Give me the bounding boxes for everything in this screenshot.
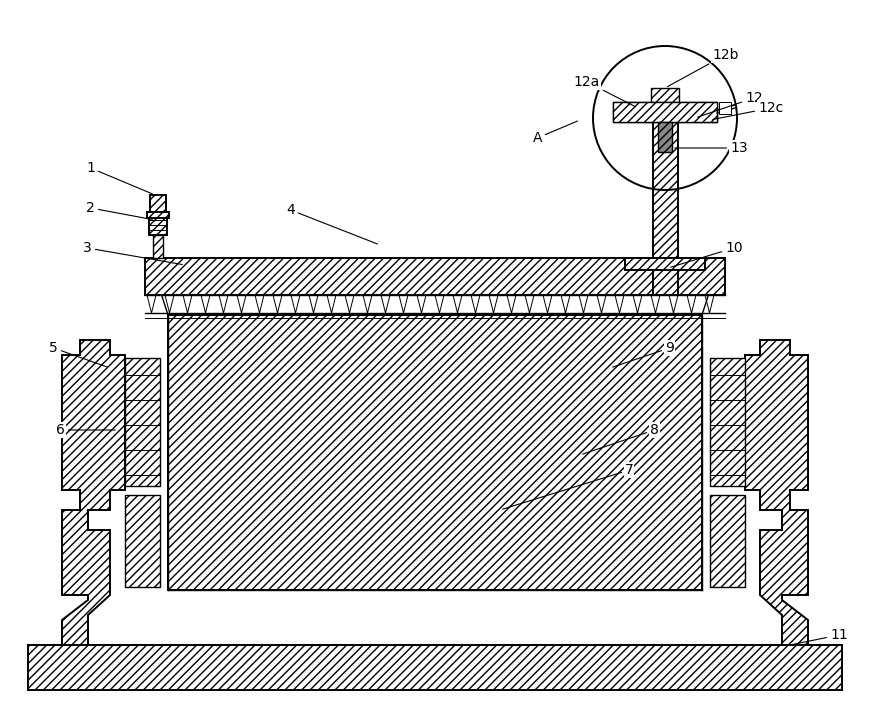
Text: 12: 12 <box>697 91 762 117</box>
Polygon shape <box>62 340 125 645</box>
Text: 6: 6 <box>56 423 115 437</box>
Polygon shape <box>168 315 701 590</box>
Polygon shape <box>613 102 716 122</box>
Text: 12c: 12c <box>712 101 782 119</box>
Text: 11: 11 <box>792 628 846 644</box>
Text: 12b: 12b <box>667 48 738 86</box>
Polygon shape <box>125 495 160 587</box>
Polygon shape <box>657 122 671 152</box>
Polygon shape <box>125 358 160 486</box>
Polygon shape <box>624 258 704 270</box>
Polygon shape <box>744 340 807 645</box>
Polygon shape <box>650 88 678 102</box>
Polygon shape <box>709 495 744 587</box>
Text: A: A <box>532 121 577 145</box>
Text: 13: 13 <box>674 141 746 155</box>
Text: 8: 8 <box>582 423 658 454</box>
Text: 2: 2 <box>86 201 152 220</box>
Text: 12a: 12a <box>573 75 634 107</box>
Polygon shape <box>653 95 677 295</box>
Polygon shape <box>147 212 169 218</box>
Text: 1: 1 <box>86 161 152 194</box>
Polygon shape <box>149 218 167 235</box>
Polygon shape <box>709 358 744 486</box>
Text: 9: 9 <box>612 341 673 367</box>
Text: 7: 7 <box>502 463 633 509</box>
Polygon shape <box>149 195 166 218</box>
Polygon shape <box>145 258 724 295</box>
Text: 4: 4 <box>286 203 377 244</box>
Polygon shape <box>718 102 730 114</box>
Text: 10: 10 <box>670 241 742 267</box>
Text: 5: 5 <box>50 341 107 367</box>
Polygon shape <box>153 235 163 258</box>
Polygon shape <box>28 645 841 690</box>
Text: 3: 3 <box>83 241 182 265</box>
Polygon shape <box>613 102 716 122</box>
